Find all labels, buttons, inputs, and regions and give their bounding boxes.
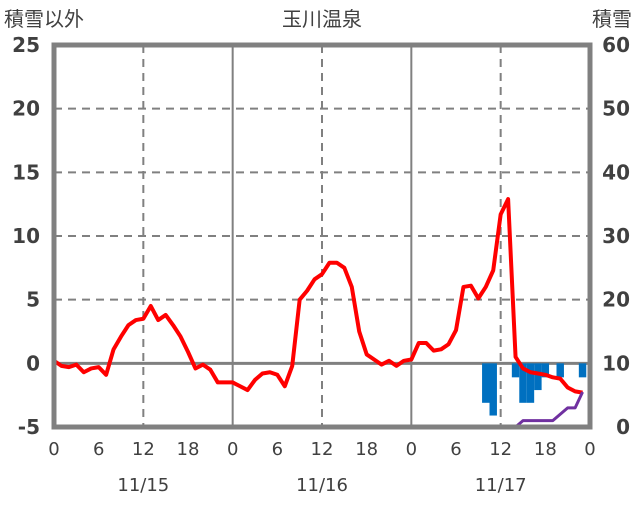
right-axis-title: 積雪 xyxy=(592,7,632,31)
precipitation-bar xyxy=(519,363,527,403)
precipitation-bar xyxy=(541,363,550,378)
y-left-tick-label: 20 xyxy=(12,97,40,121)
grid xyxy=(54,45,590,427)
y-right-tick-label: 20 xyxy=(602,288,630,312)
y-left-tick-label: -5 xyxy=(18,415,40,439)
precipitation-bar xyxy=(489,363,497,416)
y-right-tick-label: 30 xyxy=(602,224,630,248)
y-right-tick-label: 10 xyxy=(602,351,630,375)
precipitation-bar xyxy=(556,363,564,378)
temperature-line xyxy=(52,197,583,395)
x-tick-label: 6 xyxy=(272,439,283,460)
x-tick-label: 12 xyxy=(311,439,334,460)
precipitation-bars xyxy=(482,363,587,416)
x-tick-label: 0 xyxy=(584,439,595,460)
plot-border xyxy=(51,42,593,430)
series-lines xyxy=(52,197,584,429)
y-left-tick-label: 10 xyxy=(12,224,40,248)
y-right-tick-label: 40 xyxy=(602,160,630,184)
chart-title: 玉川温泉 xyxy=(282,7,362,31)
x-tick-label: 0 xyxy=(48,439,59,460)
precipitation-bar xyxy=(578,363,587,378)
x-tick-label: 12 xyxy=(489,439,512,460)
x-tick-label: 0 xyxy=(227,439,238,460)
y-right-tick-label: 60 xyxy=(602,33,630,57)
x-tick-label: 18 xyxy=(355,439,378,460)
precipitation-bar xyxy=(511,363,520,378)
x-tick-label: 12 xyxy=(132,439,155,460)
y-right-tick-label: 0 xyxy=(616,415,630,439)
x-tick-label: 18 xyxy=(177,439,200,460)
x-tick-label: 6 xyxy=(450,439,461,460)
date-label: 11/15 xyxy=(117,475,169,496)
x-tick-label: 0 xyxy=(406,439,417,460)
left-axis-title: 積雪以外 xyxy=(4,7,84,31)
y-left-tick-label: 25 xyxy=(12,33,40,57)
y-left-tick-label: 5 xyxy=(26,288,40,312)
x-tick-label: 18 xyxy=(534,439,557,460)
precipitation-bar xyxy=(534,363,542,391)
y-right-tick-label: 50 xyxy=(602,97,630,121)
date-label: 11/17 xyxy=(475,475,527,496)
x-tick-label: 6 xyxy=(93,439,104,460)
snow_depth-line xyxy=(54,391,584,429)
y-left-tick-label: 15 xyxy=(12,160,40,184)
y-left-tick-label: 0 xyxy=(26,351,40,375)
date-label: 11/16 xyxy=(296,475,348,496)
precipitation-bar xyxy=(482,363,490,403)
precipitation-bar xyxy=(526,363,535,403)
